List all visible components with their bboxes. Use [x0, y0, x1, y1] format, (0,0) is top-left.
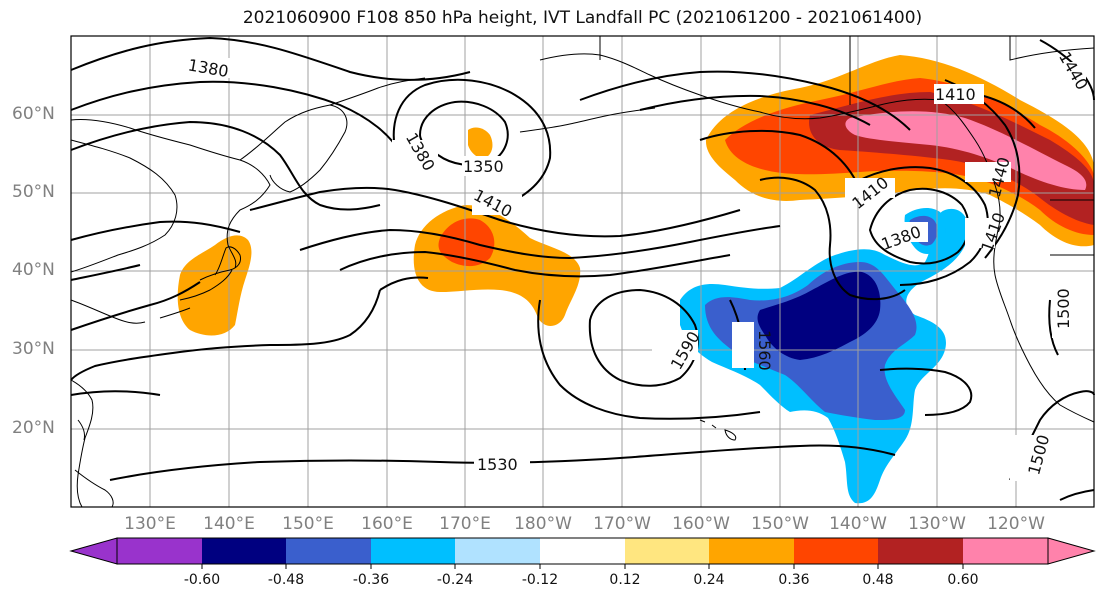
colorbar-tick-label: 0.60 [947, 572, 979, 588]
lat-label: 60°N [12, 104, 55, 124]
positive-ivt-small-patch [468, 127, 493, 159]
positive-ivt-core-central-pacific [438, 218, 495, 267]
lon-label: 170°E [439, 514, 491, 534]
colorbar-segment [625, 538, 709, 564]
colorbar-segment [794, 538, 878, 564]
map-border [70, 35, 1095, 508]
lat-label: 30°N [12, 339, 55, 359]
colorbar-segment [286, 538, 371, 564]
contour-label: 1500 [1054, 288, 1073, 329]
lon-label: 160°W [672, 514, 730, 534]
colorbar-tick-label: -0.48 [267, 572, 305, 588]
lat-label: 40°N [12, 260, 55, 280]
colorbar-segment [371, 538, 455, 564]
colorbar-segment [117, 538, 202, 564]
lat-label: 50°N [12, 182, 55, 202]
lon-label: 120°W [987, 514, 1045, 534]
colorbar [69, 537, 1096, 569]
lon-label: 140°W [829, 514, 887, 534]
contour-label: 1350 [463, 157, 504, 176]
lon-label: 170°W [593, 514, 651, 534]
peak-ivt-alaska [845, 111, 1087, 190]
lon-label: 180°W [514, 514, 572, 534]
contour-label: 1410 [935, 85, 976, 104]
ivt-shading [177, 55, 1094, 504]
lon-label: 130°W [908, 514, 966, 534]
colorbar-tick-label: -0.12 [521, 572, 559, 588]
lon-label: 150°W [751, 514, 809, 534]
contour-label: 1560 [755, 330, 774, 371]
contour-label: 1530 [477, 455, 518, 474]
colorbar-tick-label: -0.36 [352, 572, 390, 588]
lon-label: 140°E [203, 514, 255, 534]
contour-labels: 1380 1350 1380 1410 1410 1380 1410 1440 … [187, 48, 1092, 481]
lon-label: 130°E [124, 514, 176, 534]
colorbar-segment [963, 538, 1048, 564]
lon-label: 160°E [361, 514, 413, 534]
colorbar-segment [540, 538, 625, 564]
colorbar-tick-label: -0.60 [183, 572, 221, 588]
map-grid [71, 36, 1094, 507]
colorbar-tick-label: 0.48 [862, 572, 894, 588]
colorbar-tick-label: -0.24 [436, 572, 474, 588]
colorbar-tick-label: 0.12 [609, 572, 641, 588]
colorbar-segment [878, 538, 963, 564]
map-title: 2021060900 F108 850 hPa height, IVT Land… [242, 8, 923, 28]
positive-ivt-region-japan [177, 235, 252, 336]
colorbar-extend-high [1047, 537, 1096, 565]
colorbar-segment [202, 538, 286, 564]
colorbar-segment [455, 538, 540, 564]
colorbar-segment [709, 538, 794, 564]
lat-label: 20°N [12, 418, 55, 438]
lon-label: 150°E [282, 514, 334, 534]
colorbar-tick-label: 0.24 [693, 572, 725, 588]
colorbar-tick-label: 0.36 [778, 572, 810, 588]
colorbar-extend-low [69, 537, 118, 565]
